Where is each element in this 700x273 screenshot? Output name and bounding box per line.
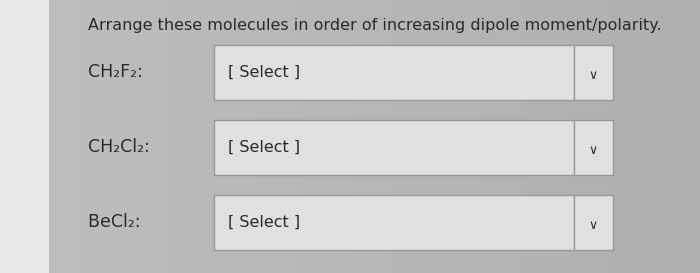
Text: ∨: ∨ (589, 219, 598, 232)
Text: [ Select ]: [ Select ] (228, 65, 300, 80)
Text: ∨: ∨ (589, 69, 598, 82)
Text: CH₂Cl₂:: CH₂Cl₂: (88, 138, 160, 156)
FancyBboxPatch shape (574, 45, 612, 100)
FancyBboxPatch shape (574, 120, 612, 175)
Text: [ Select ]: [ Select ] (228, 140, 300, 155)
Bar (0, 0, 49, 273)
FancyBboxPatch shape (574, 195, 612, 250)
FancyBboxPatch shape (214, 45, 574, 100)
Text: CH₂F₂:: CH₂F₂: (88, 63, 153, 81)
Text: [ Select ]: [ Select ] (228, 215, 300, 230)
Text: BeCl₂:: BeCl₂: (88, 213, 151, 232)
FancyBboxPatch shape (214, 195, 574, 250)
Text: Arrange these molecules in order of increasing dipole moment/polarity.: Arrange these molecules in order of incr… (88, 18, 662, 33)
Text: ∨: ∨ (589, 144, 598, 157)
FancyBboxPatch shape (214, 120, 574, 175)
